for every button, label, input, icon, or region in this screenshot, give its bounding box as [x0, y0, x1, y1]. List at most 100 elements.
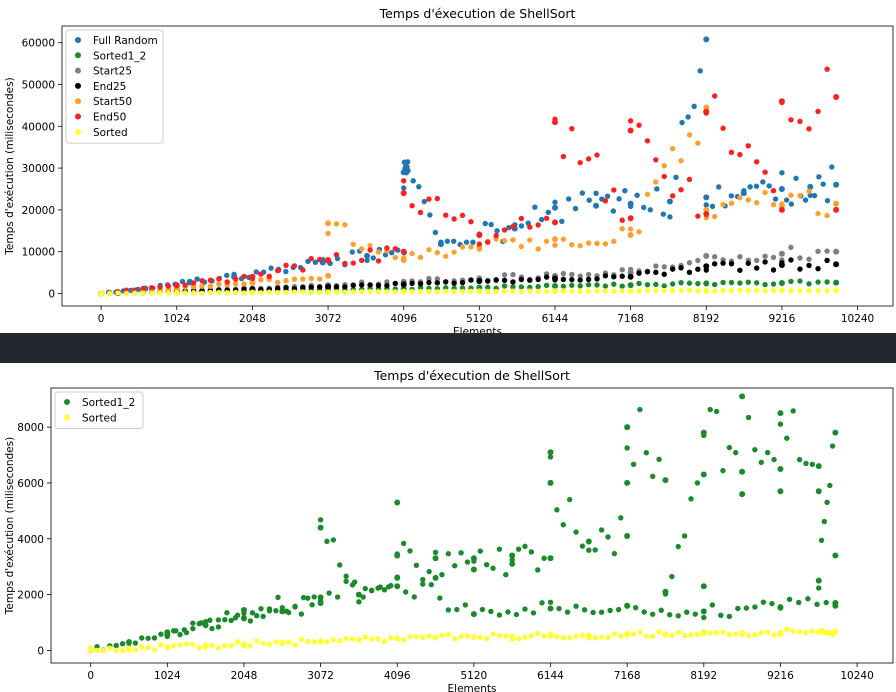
data-point — [170, 642, 177, 649]
data-point — [632, 604, 639, 611]
data-point — [572, 205, 579, 212]
data-point — [501, 238, 508, 244]
data-point — [266, 608, 273, 614]
data-point — [232, 276, 239, 282]
data-point — [209, 625, 215, 632]
data-point — [535, 288, 541, 295]
data-point — [434, 249, 441, 256]
data-point — [501, 277, 508, 283]
data-point — [400, 190, 407, 197]
data-point — [316, 284, 323, 290]
data-point — [666, 198, 673, 205]
data-point — [510, 284, 516, 290]
data-point — [752, 631, 758, 638]
x-tick-label: 10240 — [840, 670, 873, 682]
data-point — [541, 555, 547, 561]
data-point — [661, 173, 667, 180]
data-point — [509, 552, 516, 559]
legend-label: Sorted — [82, 412, 117, 424]
data-point — [182, 290, 188, 296]
data-point — [703, 108, 710, 115]
data-point — [458, 550, 464, 556]
data-point — [165, 290, 172, 296]
data-point — [375, 282, 382, 289]
data-point — [432, 634, 439, 641]
data-point — [202, 622, 209, 629]
data-point — [577, 242, 583, 249]
data-point — [678, 287, 684, 294]
data-point — [228, 642, 234, 649]
data-point — [762, 189, 768, 196]
x-tick-label: 6144 — [537, 670, 564, 682]
data-point — [509, 633, 516, 640]
data-point — [207, 277, 214, 283]
data-point — [604, 193, 611, 199]
data-point — [194, 276, 200, 282]
data-point — [832, 552, 839, 559]
data-point — [579, 632, 586, 639]
data-point — [232, 289, 239, 296]
data-point — [760, 179, 766, 185]
data-point — [464, 633, 471, 639]
data-point — [316, 256, 323, 263]
data-point — [627, 127, 634, 134]
data-point — [274, 285, 281, 292]
data-point — [711, 213, 718, 220]
data-point — [426, 275, 432, 282]
data-point — [164, 629, 171, 636]
data-point — [832, 628, 839, 635]
x-tick-label: 9216 — [769, 313, 796, 325]
data-point — [404, 167, 411, 174]
data-point — [190, 284, 197, 290]
data-point — [739, 468, 746, 475]
data-point — [713, 630, 720, 636]
data-point — [594, 282, 600, 288]
data-point — [362, 585, 368, 592]
data-point — [547, 605, 554, 612]
data-point — [132, 640, 139, 646]
data-point — [565, 196, 572, 202]
data-point — [482, 220, 488, 227]
data-point — [413, 562, 420, 568]
data-point — [788, 278, 794, 285]
data-point — [809, 461, 816, 468]
data-point — [615, 606, 622, 613]
data-point — [254, 638, 260, 644]
data-point — [258, 271, 264, 277]
data-point — [173, 290, 180, 297]
data-point — [644, 281, 651, 288]
data-point — [579, 543, 586, 549]
data-point — [381, 638, 388, 645]
data-point — [622, 188, 628, 194]
data-point — [177, 631, 183, 638]
data-point — [733, 631, 739, 637]
data-point — [308, 289, 314, 296]
data-point — [113, 642, 119, 649]
y-tick-label: 40000 — [22, 121, 55, 133]
data-point — [752, 604, 758, 610]
data-point — [490, 565, 496, 571]
data-point — [222, 617, 228, 623]
data-point — [797, 192, 803, 199]
data-point — [547, 599, 554, 605]
data-point — [317, 638, 324, 645]
data-point — [624, 602, 631, 609]
data-point — [106, 290, 113, 297]
data-point — [703, 263, 710, 270]
data-point — [778, 98, 785, 105]
data-point — [215, 645, 222, 651]
data-point — [547, 454, 554, 460]
data-point — [745, 143, 751, 149]
y-axis-label: Temps d'exécution (milisecondes) — [4, 77, 16, 255]
data-point — [745, 260, 751, 267]
data-point — [678, 279, 684, 286]
data-point — [611, 550, 618, 557]
data-point — [720, 467, 726, 474]
data-point — [98, 290, 105, 297]
data-point — [477, 548, 483, 554]
series-sorted — [98, 287, 840, 297]
data-point — [501, 272, 508, 278]
data-point — [337, 562, 343, 568]
data-point — [833, 200, 840, 207]
data-point — [678, 187, 684, 193]
